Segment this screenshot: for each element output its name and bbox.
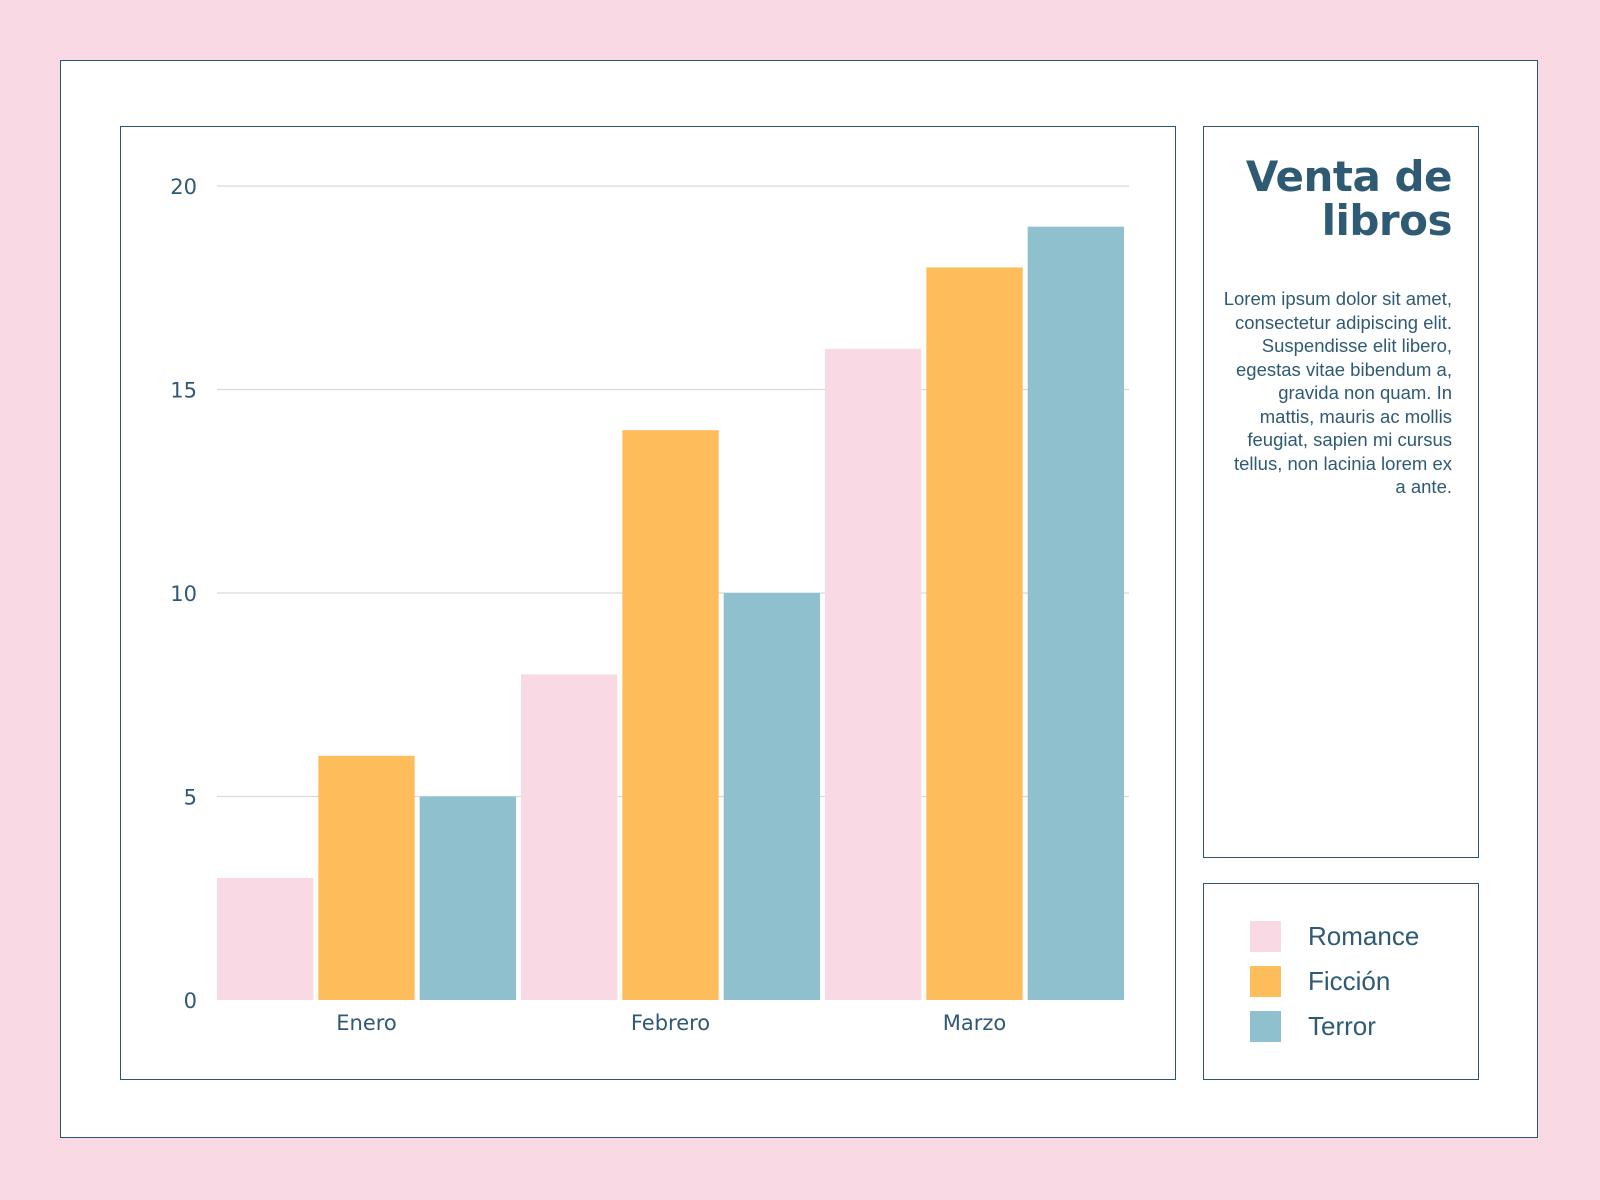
legend: Romance Ficción Terror [1203, 883, 1479, 1080]
legend-swatch-ficcion [1250, 965, 1281, 997]
y-axis-ticks: 0 5 10 15 20 [170, 175, 197, 1013]
legend-swatch-terror [1250, 1010, 1281, 1042]
info-panel: Venta de libros Lorem ipsum dolor sit am… [1203, 126, 1479, 858]
bar-chart: 0 5 10 15 20 Enero Febrero Marzo [170, 175, 1129, 1035]
bar-ficcion-febrero [622, 430, 719, 1000]
bar-romance-enero [217, 877, 314, 1000]
legend-label-ficcion: Ficción [1308, 965, 1391, 996]
legend-item-terror: Terror [1250, 1010, 1376, 1042]
chart-description: Lorem ipsum dolor sit amet, consectetur … [1223, 288, 1452, 497]
bar-ficcion-enero [318, 755, 415, 1000]
bar-romance-marzo [825, 348, 922, 1000]
x-category-label: Marzo [943, 1011, 1007, 1035]
y-tick-label: 5 [184, 786, 197, 810]
bar-terror-enero [419, 796, 516, 1000]
legend-item-romance: Romance [1250, 920, 1419, 952]
x-category-label: Febrero [631, 1011, 710, 1035]
legend-label-romance: Romance [1308, 920, 1420, 951]
bar-romance-febrero [521, 674, 618, 1000]
y-tick-label: 15 [170, 379, 197, 403]
bar-terror-marzo [1027, 226, 1124, 1000]
legend-swatch-romance [1250, 920, 1281, 952]
y-tick-label: 10 [170, 582, 197, 606]
bar-ficcion-marzo [926, 267, 1023, 1000]
x-axis-categories: Enero Febrero Marzo [336, 1011, 1006, 1035]
bar-terror-febrero [723, 593, 820, 1000]
legend-item-ficcion: Ficción [1250, 965, 1390, 997]
chart-title: Venta de libros [1245, 152, 1453, 245]
legend-label-terror: Terror [1308, 1010, 1376, 1041]
chart-panel: 0 5 10 15 20 Enero Febrero Marzo [120, 126, 1176, 1080]
x-category-label: Enero [336, 1011, 397, 1035]
bars [217, 226, 1124, 1000]
y-tick-label: 20 [170, 175, 197, 199]
y-tick-label: 0 [184, 989, 197, 1013]
